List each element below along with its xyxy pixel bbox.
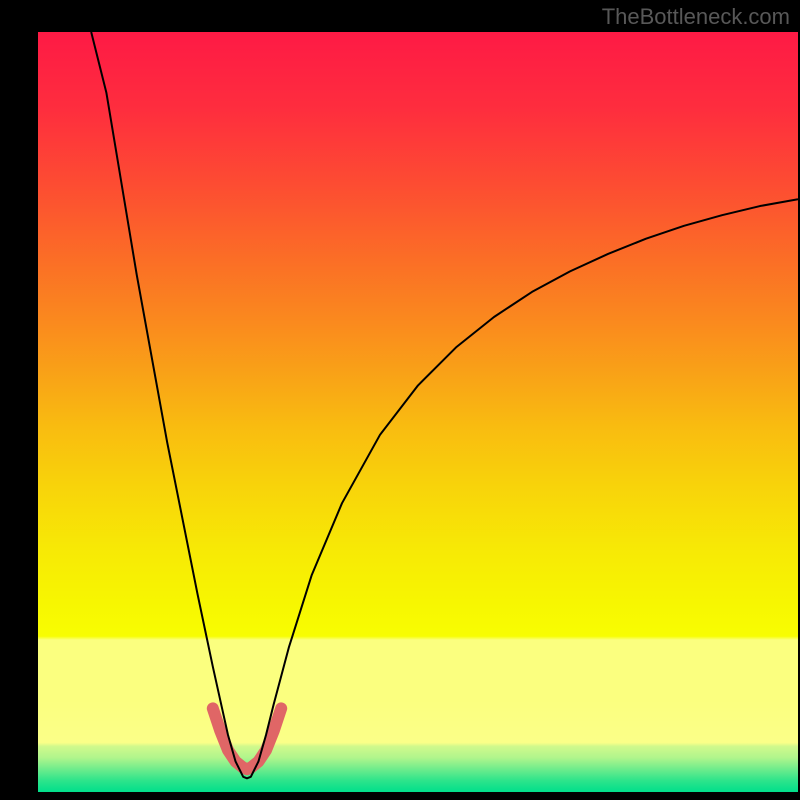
plot-area [38, 32, 798, 792]
watermark-text: TheBottleneck.com [602, 4, 790, 30]
chart-container: TheBottleneck.com [0, 0, 800, 800]
chart-svg [38, 32, 798, 792]
